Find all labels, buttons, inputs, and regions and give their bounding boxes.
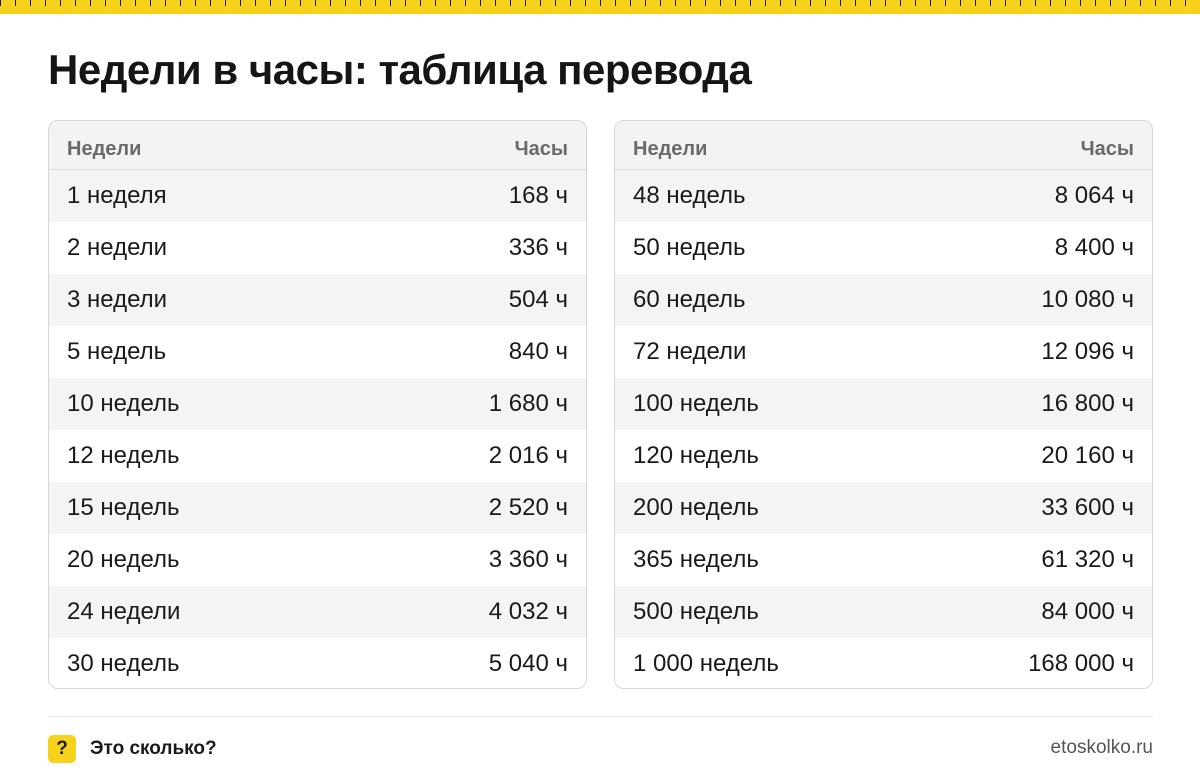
cell-hours: 840 ч <box>508 338 568 365</box>
cell-weeks: 365 недель <box>633 546 759 573</box>
cell-hours: 2 016 ч <box>488 442 568 469</box>
cell-weeks: 1 неделя <box>67 182 167 209</box>
cell-weeks: 15 недель <box>67 494 180 521</box>
table-row: 5 недель 840 ч <box>49 326 586 378</box>
table-row: 500 недель 84 000 ч <box>615 586 1152 638</box>
cell-hours: 61 320 ч <box>1041 546 1134 573</box>
page-title: Недели в часы: таблица перевода <box>48 46 752 93</box>
cell-hours: 168 ч <box>508 182 568 209</box>
table-row: 30 недель 5 040 ч <box>49 638 586 688</box>
cell-weeks: 200 недель <box>633 494 759 521</box>
cell-hours: 4 032 ч <box>488 598 568 625</box>
table-row: 15 недель 2 520 ч <box>49 482 586 534</box>
table-row: 60 недель 10 080 ч <box>615 274 1152 326</box>
cell-hours: 504 ч <box>508 286 568 313</box>
cell-weeks: 12 недель <box>67 442 180 469</box>
cell-weeks: 24 недели <box>67 598 181 625</box>
cell-weeks: 72 недели <box>633 338 747 365</box>
cell-weeks: 10 недель <box>67 390 180 417</box>
cell-weeks: 2 недели <box>67 234 168 261</box>
column-header-hours: Часы <box>1080 137 1134 160</box>
question-mark-icon: ? <box>48 735 76 763</box>
table-row: 50 недель 8 400 ч <box>615 222 1152 274</box>
table-row: 200 недель 33 600 ч <box>615 482 1152 534</box>
table-row: 2 недели 336 ч <box>49 222 586 274</box>
cell-hours: 12 096 ч <box>1041 338 1134 365</box>
column-header-hours: Часы <box>514 137 568 160</box>
cell-hours: 33 600 ч <box>1041 494 1134 521</box>
cell-weeks: 120 недель <box>633 442 759 469</box>
cell-weeks: 50 недель <box>633 234 746 261</box>
cell-hours: 5 040 ч <box>488 650 568 677</box>
table-row: 10 недель 1 680 ч <box>49 378 586 430</box>
table-row: 12 недель 2 016 ч <box>49 430 586 482</box>
cell-weeks: 60 недель <box>633 286 746 313</box>
cell-weeks: 5 недель <box>67 338 167 365</box>
cell-weeks: 30 недель <box>67 650 180 677</box>
cell-hours: 20 160 ч <box>1041 442 1134 469</box>
cell-hours: 336 ч <box>508 234 568 261</box>
cell-hours: 2 520 ч <box>488 494 568 521</box>
conversion-table-left: Недели Часы 1 неделя 168 ч 2 недели 336 ч 3 … <box>48 120 587 689</box>
cell-hours: 1 680 ч <box>488 390 568 417</box>
column-header-weeks: Недели <box>633 137 708 160</box>
site-link[interactable]: etoskolko.ru <box>1050 737 1153 758</box>
column-header-weeks: Недели <box>67 137 142 160</box>
cell-weeks: 3 недели <box>67 286 168 313</box>
table-row: 365 недель 61 320 ч <box>615 534 1152 586</box>
cell-weeks: 100 недель <box>633 390 759 417</box>
cell-hours: 84 000 ч <box>1041 598 1134 625</box>
conversion-table-right: Недели Часы 48 недель 8 064 ч 50 недель 8 4… <box>614 120 1153 689</box>
table-row: 48 недель 8 064 ч <box>615 170 1152 222</box>
table-row: 20 недель 3 360 ч <box>49 534 586 586</box>
cell-hours: 16 800 ч <box>1041 390 1134 417</box>
cell-hours: 10 080 ч <box>1041 286 1134 313</box>
table-row: 72 недели 12 096 ч <box>615 326 1152 378</box>
table-body: 1 неделя 168 ч 2 недели 336 ч 3 недели 504 ч 5… <box>49 170 586 688</box>
tables-container: Недели Часы 1 неделя 168 ч 2 недели 336 ч 3 … <box>48 120 1153 689</box>
cell-weeks: 1 000 недель <box>633 650 779 677</box>
cell-hours: 8 064 ч <box>1054 182 1134 209</box>
ruler-decoration <box>0 0 1200 14</box>
cell-hours: 3 360 ч <box>488 546 568 573</box>
table-row: 1 000 недель 168 000 ч <box>615 638 1152 688</box>
footer-brand[interactable]: ? Это сколько? <box>48 735 217 763</box>
table-header: Недели Часы <box>49 121 586 170</box>
table-body: 48 недель 8 064 ч 50 недель 8 400 ч 60 недел… <box>615 170 1152 688</box>
cell-weeks: 500 недель <box>633 598 759 625</box>
footer-divider <box>48 716 1153 717</box>
table-row: 3 недели 504 ч <box>49 274 586 326</box>
table-row: 120 недель 20 160 ч <box>615 430 1152 482</box>
cell-weeks: 20 недель <box>67 546 180 573</box>
cell-hours: 168 000 ч <box>1028 650 1134 677</box>
cell-hours: 8 400 ч <box>1054 234 1134 261</box>
table-row: 100 недель 16 800 ч <box>615 378 1152 430</box>
table-row: 24 недели 4 032 ч <box>49 586 586 638</box>
table-header: Недели Часы <box>615 121 1152 170</box>
brand-name: Это сколько? <box>90 738 217 759</box>
table-row: 1 неделя 168 ч <box>49 170 586 222</box>
cell-weeks: 48 недель <box>633 182 746 209</box>
